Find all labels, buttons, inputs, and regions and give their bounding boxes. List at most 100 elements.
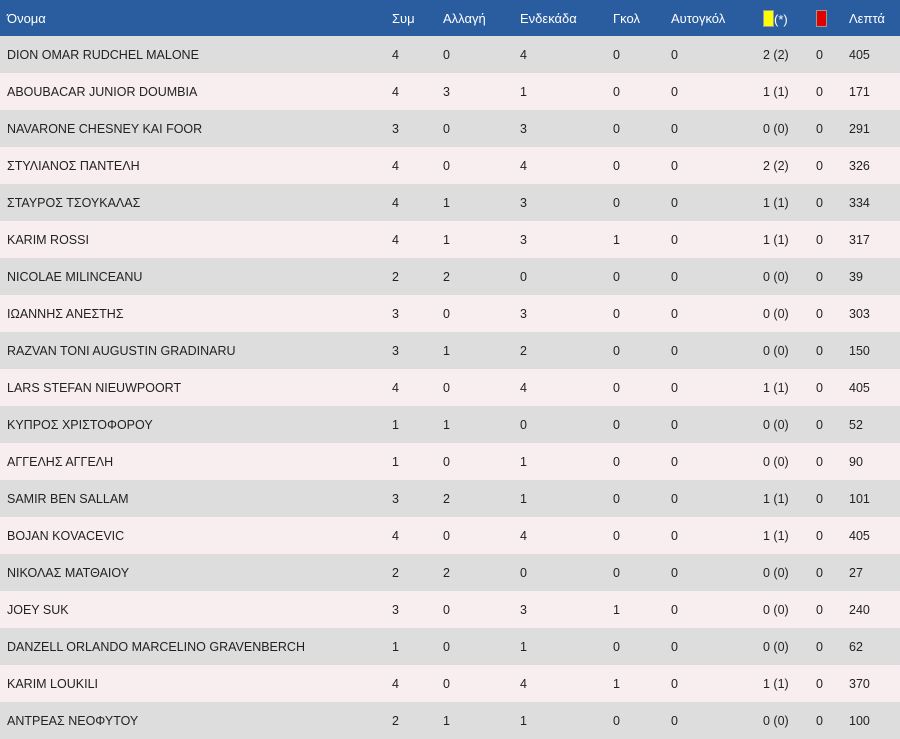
- table-row: NAVARONE CHESNEY KAI FOOR 3 0 3 0 0 0 (0) 0 291: [0, 110, 900, 147]
- subs-cell: 3: [443, 84, 450, 99]
- table-row: DION OMAR RUDCHEL MALONE 4 0 4 0 0 2 (2) 0 405: [0, 36, 900, 73]
- column-header-yellow-cards[interactable]: (*): [763, 0, 816, 36]
- red-cards-cell: 0: [816, 528, 823, 543]
- column-header-red-cards[interactable]: [816, 0, 849, 36]
- own-goals-cell: 0: [671, 121, 678, 136]
- goals-cell: 0: [613, 454, 620, 469]
- subs-cell: 0: [443, 47, 450, 62]
- subs-cell: 1: [443, 417, 450, 432]
- apps-cell: 3: [392, 343, 399, 358]
- table-row: DANZELL ORLANDO MARCELINO GRAVENBERCH 1 0 1…: [0, 628, 900, 665]
- own-goals-cell: 0: [671, 232, 678, 247]
- goals-cell: 0: [613, 121, 620, 136]
- starts-cell: 4: [520, 676, 527, 691]
- player-name-cell[interactable]: ΣΤΑΥΡΟΣ ΤΣΟΥΚΑΛΑΣ: [7, 195, 141, 210]
- table-row: KARIM ROSSI 4 1 3 1 0 1 (1) 0 317: [0, 221, 900, 258]
- player-name-cell[interactable]: ABOUBACAR JUNIOR DOUMBIA: [7, 84, 198, 99]
- minutes-cell: 27: [849, 565, 863, 580]
- yellow-cards-suffix: (*): [774, 11, 788, 27]
- player-name-cell[interactable]: ΣΤΥΛΙΑΝΟΣ ΠΑΝΤΕΛΗ: [7, 158, 140, 173]
- minutes-cell: 303: [849, 306, 870, 321]
- player-name-cell[interactable]: ΙΩΑΝΝΗΣ ΑΝΕΣΤΗΣ: [7, 306, 124, 321]
- own-goals-cell: 0: [671, 417, 678, 432]
- yellow-cards-cell: 0 (0): [763, 306, 789, 321]
- player-name-cell[interactable]: ΑΝΤΡΕΑΣ ΝΕΟΦΥΤΟΥ: [7, 713, 139, 728]
- starts-cell: 3: [520, 232, 527, 247]
- player-name-cell[interactable]: KARIM LOUKILI: [7, 676, 98, 691]
- own-goals-cell: 0: [671, 676, 678, 691]
- player-name-cell[interactable]: NICOLAE MILINCEANU: [7, 269, 143, 284]
- red-cards-cell: 0: [816, 195, 823, 210]
- apps-cell: 4: [392, 84, 399, 99]
- player-name-cell[interactable]: RAZVAN TONI AUGUSTIN GRADINARU: [7, 343, 236, 358]
- column-header-goals[interactable]: Γκολ: [613, 10, 640, 26]
- goals-cell: 1: [613, 676, 620, 691]
- column-header-minutes[interactable]: Λεπτά: [849, 10, 885, 26]
- red-cards-cell: 0: [816, 158, 823, 173]
- table-row: ΚΥΠΡΟΣ ΧΡΙΣΤΟΦΟΡΟΥ 1 1 0 0 0 0 (0) 0 52: [0, 406, 900, 443]
- subs-cell: 0: [443, 602, 450, 617]
- red-cards-cell: 0: [816, 343, 823, 358]
- starts-cell: 4: [520, 47, 527, 62]
- own-goals-cell: 0: [671, 454, 678, 469]
- player-name-cell[interactable]: LARS STEFAN NIEUWPOORT: [7, 380, 182, 395]
- column-header-name[interactable]: Όνομα: [7, 10, 46, 26]
- yellow-cards-cell: 0 (0): [763, 602, 789, 617]
- red-cards-cell: 0: [816, 232, 823, 247]
- subs-cell: 0: [443, 676, 450, 691]
- subs-cell: 0: [443, 121, 450, 136]
- table-row: ΝΙΚΟΛΑΣ ΜΑΤΘΑΙΟΥ 2 2 0 0 0 0 (0) 0 27: [0, 554, 900, 591]
- column-header-subs[interactable]: Αλλαγή: [443, 10, 486, 26]
- own-goals-cell: 0: [671, 639, 678, 654]
- player-name-cell[interactable]: DANZELL ORLANDO MARCELINO GRAVENBERCH: [7, 639, 305, 654]
- player-name-cell[interactable]: ΑΓΓΕΛΗΣ ΑΓΓΕΛΗ: [7, 454, 114, 469]
- minutes-cell: 100: [849, 713, 870, 728]
- goals-cell: 0: [613, 269, 620, 284]
- yellow-cards-cell: 1 (1): [763, 232, 789, 247]
- apps-cell: 3: [392, 491, 399, 506]
- goals-cell: 0: [613, 491, 620, 506]
- apps-cell: 2: [392, 713, 399, 728]
- red-cards-cell: 0: [816, 639, 823, 654]
- goals-cell: 0: [613, 380, 620, 395]
- yellow-cards-cell: 0 (0): [763, 639, 789, 654]
- column-header-apps[interactable]: Συμ: [392, 10, 415, 26]
- apps-cell: 4: [392, 47, 399, 62]
- apps-cell: 3: [392, 121, 399, 136]
- starts-cell: 1: [520, 713, 527, 728]
- starts-cell: 0: [520, 269, 527, 284]
- minutes-cell: 334: [849, 195, 870, 210]
- apps-cell: 1: [392, 454, 399, 469]
- own-goals-cell: 0: [671, 491, 678, 506]
- player-name-cell[interactable]: DION OMAR RUDCHEL MALONE: [7, 47, 199, 62]
- starts-cell: 0: [520, 565, 527, 580]
- own-goals-cell: 0: [671, 269, 678, 284]
- player-name-cell[interactable]: JOEY SUK: [7, 602, 69, 617]
- yellow-cards-cell: 1 (1): [763, 380, 789, 395]
- player-name-cell[interactable]: ΝΙΚΟΛΑΣ ΜΑΤΘΑΙΟΥ: [7, 565, 130, 580]
- subs-cell: 2: [443, 269, 450, 284]
- goals-cell: 0: [613, 713, 620, 728]
- goals-cell: 0: [613, 639, 620, 654]
- player-name-cell[interactable]: SAMIR BEN SALLAM: [7, 491, 129, 506]
- player-name-cell[interactable]: KARIM ROSSI: [7, 232, 89, 247]
- player-name-cell[interactable]: BOJAN KOVACEVIC: [7, 528, 125, 543]
- column-header-starts[interactable]: Ενδεκάδα: [520, 10, 577, 26]
- apps-cell: 4: [392, 676, 399, 691]
- minutes-cell: 370: [849, 676, 870, 691]
- own-goals-cell: 0: [671, 84, 678, 99]
- goals-cell: 0: [613, 565, 620, 580]
- apps-cell: 4: [392, 158, 399, 173]
- goals-cell: 0: [613, 158, 620, 173]
- table-row: ΑΝΤΡΕΑΣ ΝΕΟΦΥΤΟΥ 2 1 1 0 0 0 (0) 0 100: [0, 702, 900, 739]
- column-header-own-goals[interactable]: Αυτογκόλ: [671, 10, 726, 26]
- apps-cell: 3: [392, 306, 399, 321]
- subs-cell: 0: [443, 639, 450, 654]
- apps-cell: 2: [392, 565, 399, 580]
- own-goals-cell: 0: [671, 158, 678, 173]
- player-name-cell[interactable]: ΚΥΠΡΟΣ ΧΡΙΣΤΟΦΟΡΟΥ: [7, 417, 153, 432]
- player-name-cell[interactable]: NAVARONE CHESNEY KAI FOOR: [7, 121, 203, 136]
- goals-cell: 0: [613, 84, 620, 99]
- own-goals-cell: 0: [671, 528, 678, 543]
